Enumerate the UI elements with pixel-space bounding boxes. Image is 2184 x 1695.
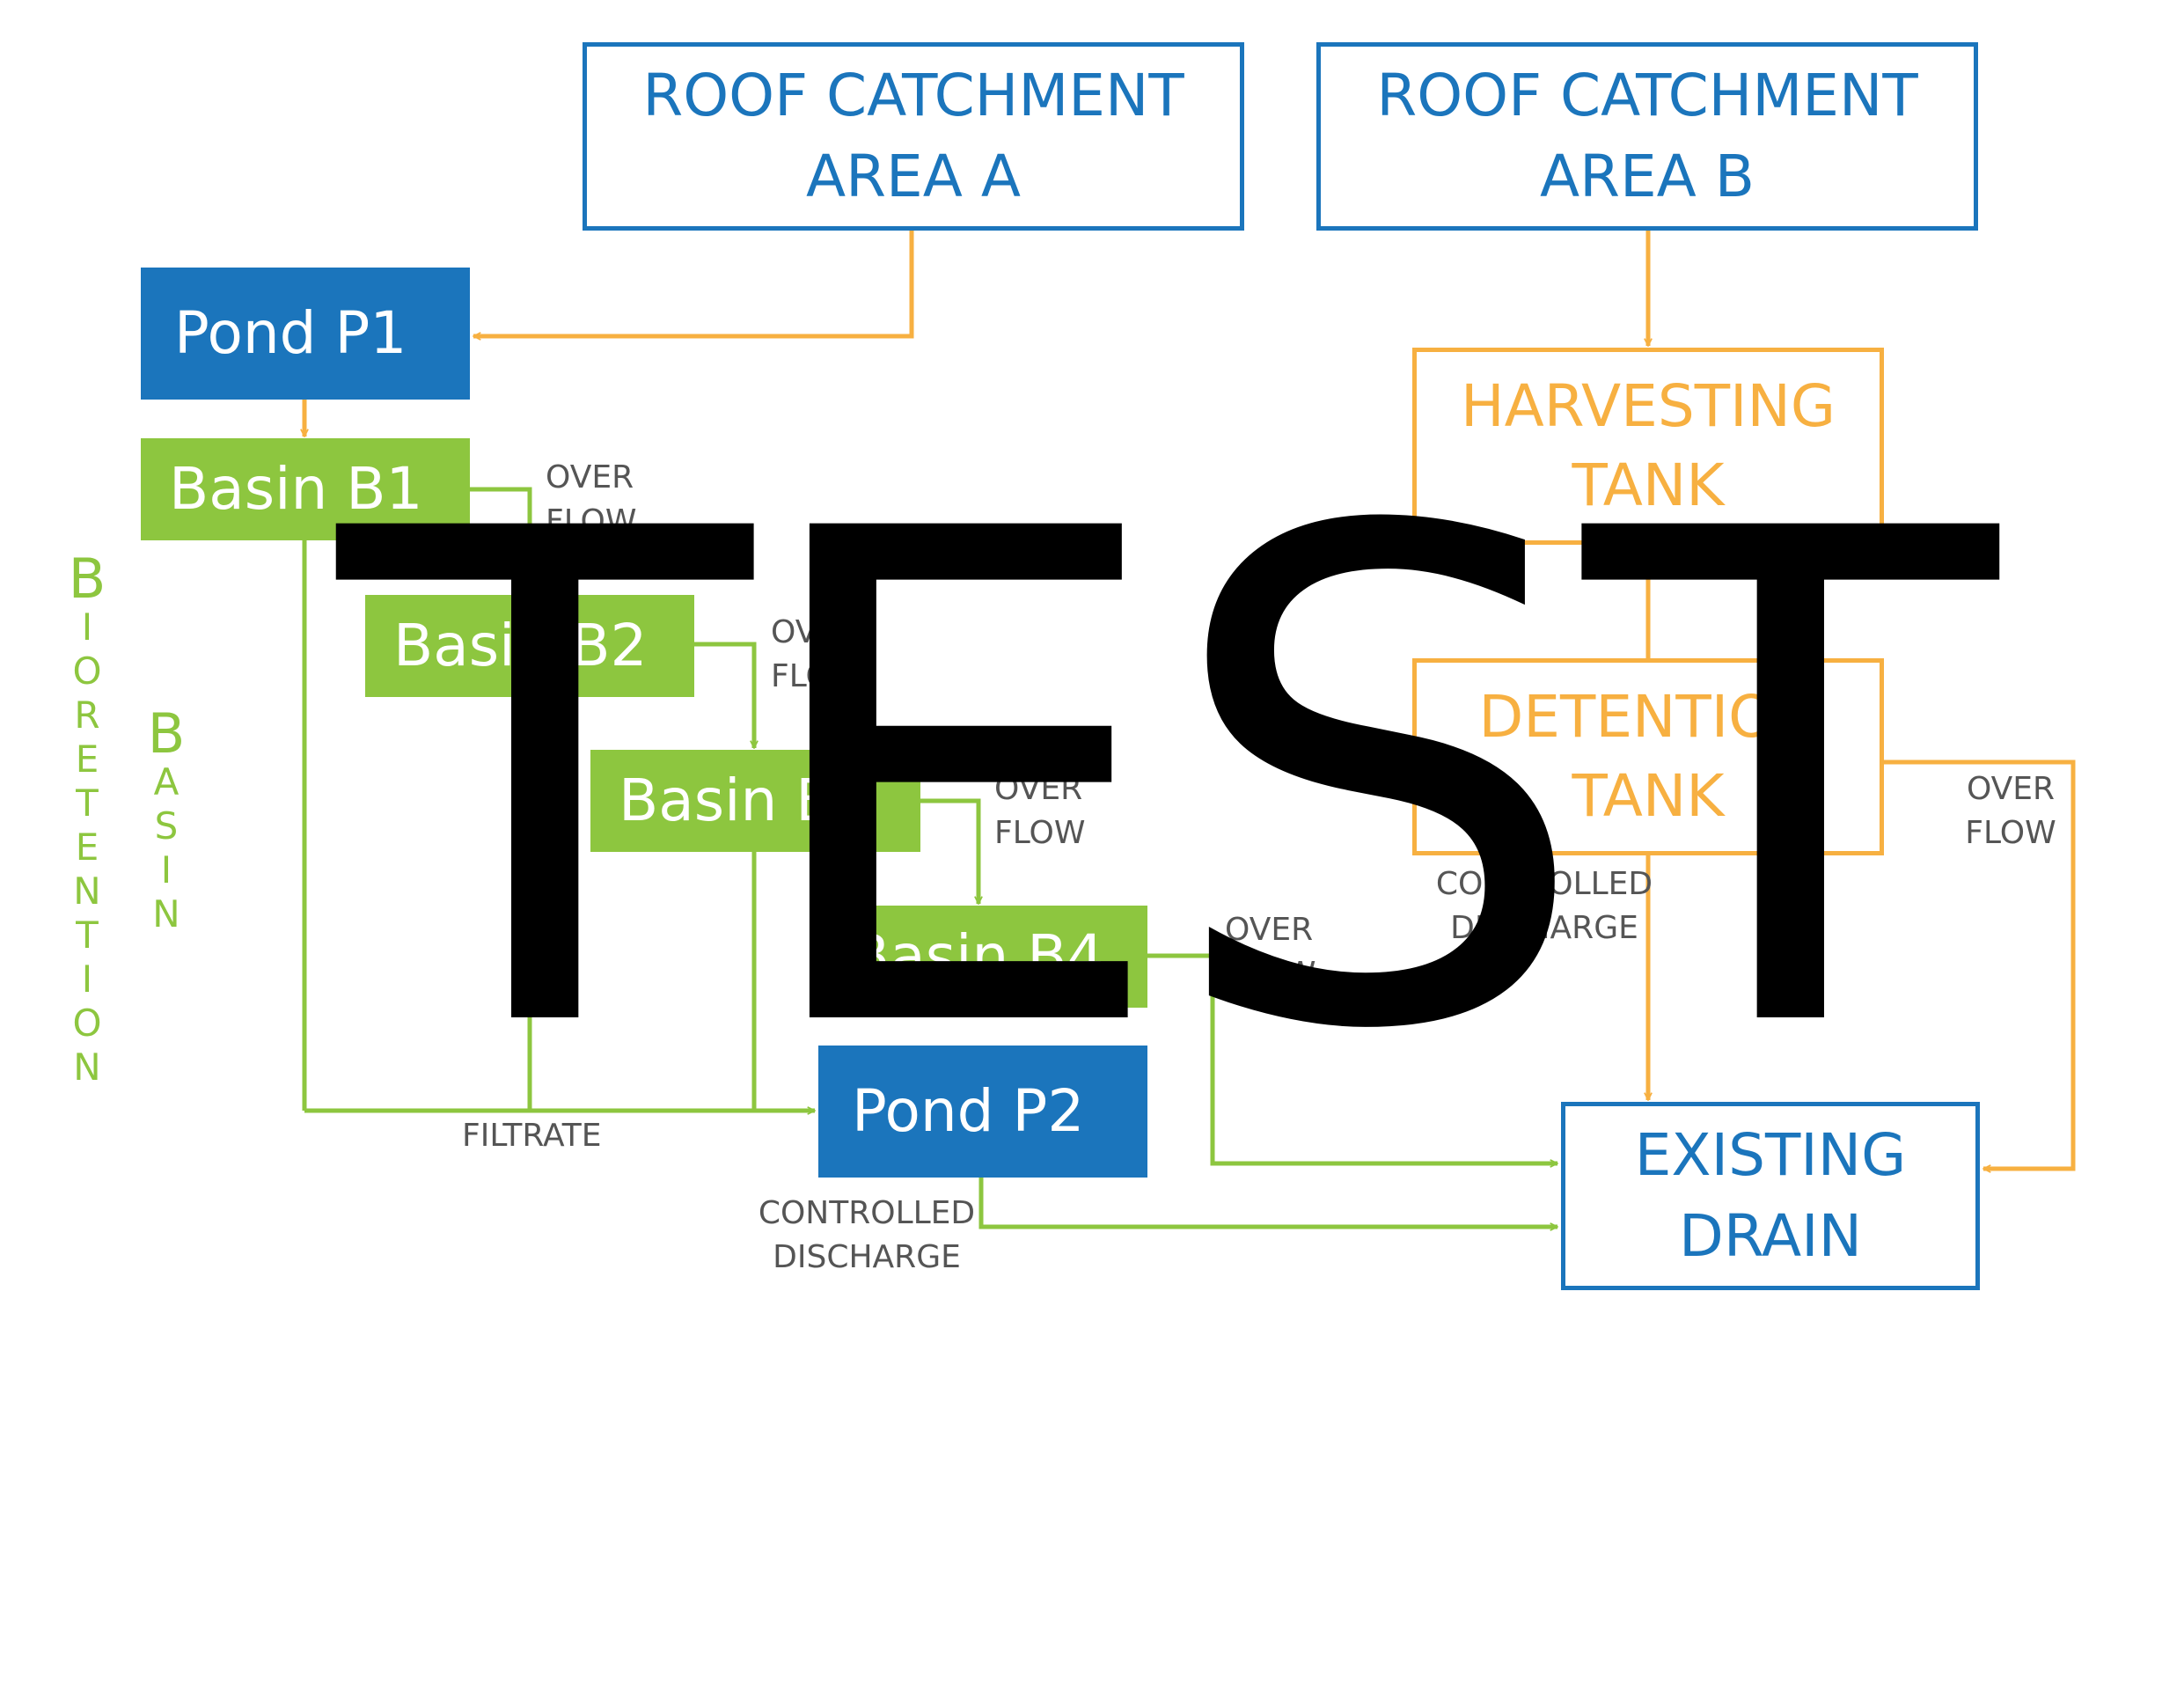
- flow-b1-overflow-to-b2: [470, 487, 530, 593]
- overflow-label-b3-line-2: FLOW: [994, 815, 1086, 851]
- flow-b2-overflow-to-b3: [694, 642, 754, 748]
- pond-p1-box: Pond P1: [141, 268, 470, 400]
- controlled-discharge-label-p2: CONTROLLED DISCHARGE: [748, 1192, 986, 1280]
- test-watermark: TEST: [338, 388, 1997, 1178]
- overflow-label-b4: OVER FLOW: [1225, 908, 1316, 996]
- overflow-label-detention-line-1: OVER: [1966, 771, 2056, 807]
- bioretention-letter: N: [73, 1046, 101, 1089]
- bioretention-letter: O: [72, 1002, 102, 1045]
- basin-letter: B: [147, 701, 186, 766]
- bioretention-vertical-label: B I O R E T E N T I O N: [56, 547, 118, 1090]
- pond-p2-box: Pond P2: [818, 1046, 1147, 1178]
- overflow-label-detention: OVER FLOW: [1953, 767, 2068, 855]
- bioretention-letter: I: [81, 605, 93, 649]
- overflow-label-b2: OVER FLOW: [771, 611, 861, 699]
- basin-letter: N: [152, 892, 180, 936]
- overflow-label-b3: OVER FLOW: [994, 767, 1085, 855]
- overflow-label-b1-line-1: OVER: [546, 459, 634, 495]
- bioretention-letter: T: [76, 781, 99, 825]
- overflow-label-b3-line-1: OVER: [994, 771, 1083, 807]
- bioretention-letter: O: [72, 649, 102, 693]
- flow-detention-overflow-to-drain: [1884, 759, 2076, 1169]
- detention-tank-line-2: TANK: [1572, 762, 1725, 830]
- controlled-discharge-p2-line-2: DISCHARGE: [773, 1239, 961, 1275]
- basin-letter: I: [160, 848, 172, 892]
- controlled-discharge-p2-line-1: CONTROLLED: [758, 1195, 976, 1231]
- flow-roof-a-to-pond-p1: [473, 231, 914, 336]
- roof-catchment-area-a-line-2: AREA A: [806, 143, 1021, 210]
- overflow-label-b1: OVER FLOW: [546, 456, 636, 544]
- bioretention-letter: N: [73, 870, 101, 913]
- roof-catchment-area-a-line-1: ROOF CATCHMENT: [642, 62, 1184, 129]
- basin-letter: S: [154, 804, 179, 848]
- existing-drain-box: EXISTING DRAIN: [1561, 1102, 1980, 1290]
- pond-p2-label: Pond P2: [852, 1077, 1085, 1145]
- pond-p1-label: Pond P1: [174, 299, 407, 367]
- controlled-discharge-tank-line-2: DISCHARGE: [1450, 910, 1638, 946]
- overflow-label-detention-line-2: FLOW: [1965, 815, 2056, 851]
- basin-vertical-label: B A S I N: [136, 701, 197, 936]
- bioretention-letter: E: [75, 737, 99, 781]
- bioretention-letter: R: [74, 693, 100, 737]
- roof-catchment-area-b-box: ROOF CATCHMENT AREA B: [1316, 42, 1978, 231]
- basin-b1-box: Basin B1: [141, 438, 470, 540]
- harvesting-tank-line-1: HARVESTING: [1460, 372, 1836, 440]
- basin-b3-label: Basin B3: [619, 767, 873, 834]
- overflow-label-b2-line-2: FLOW: [771, 658, 862, 694]
- overflow-label-b2-line-1: OVER: [771, 614, 860, 650]
- overflow-label-b1-line-2: FLOW: [546, 503, 637, 539]
- basin-b2-box: Basin B2: [365, 595, 694, 697]
- basin-b2-label: Basin B2: [393, 612, 648, 679]
- detention-tank-box: DETENTION TANK: [1412, 658, 1884, 855]
- basin-letter: A: [153, 760, 180, 803]
- overflow-label-b4-line-2: FLOW: [1225, 956, 1316, 992]
- existing-drain-line-1: EXISTING: [1634, 1121, 1907, 1189]
- bioretention-letter: T: [76, 914, 99, 957]
- detention-tank-line-1: DETENTION: [1478, 683, 1818, 751]
- bioretention-letter: B: [68, 547, 106, 611]
- filtrate-label: FILTRATE: [462, 1118, 602, 1154]
- roof-catchment-area-a-box: ROOF CATCHMENT AREA A: [583, 42, 1244, 231]
- existing-drain-line-2: DRAIN: [1679, 1202, 1862, 1270]
- roof-catchment-area-b-line-1: ROOF CATCHMENT: [1376, 62, 1918, 129]
- controlled-discharge-label-tank: CONTROLLED DISCHARGE: [1425, 862, 1663, 950]
- flow-b3-overflow-to-b4: [920, 798, 978, 904]
- basin-b3-box: Basin B3: [590, 750, 920, 852]
- harvesting-tank-line-2: TANK: [1572, 451, 1725, 519]
- overflow-label-b4-line-1: OVER: [1225, 912, 1314, 948]
- basin-b4-label: Basin B4: [850, 922, 1104, 990]
- basin-b1-label: Basin B1: [169, 455, 423, 523]
- flow-b4-overflow-to-drain: [1147, 953, 1557, 1163]
- bioretention-letter: I: [81, 958, 93, 1001]
- roof-catchment-area-b-line-2: AREA B: [1539, 143, 1755, 210]
- flow-p2-discharge-to-drain: [978, 1178, 1557, 1227]
- harvesting-tank-box: HARVESTING TANK: [1412, 348, 1884, 545]
- bioretention-letter: E: [75, 825, 99, 869]
- controlled-discharge-tank-line-1: CONTROLLED: [1435, 866, 1653, 902]
- basin-b4-box: Basin B4: [818, 906, 1147, 1008]
